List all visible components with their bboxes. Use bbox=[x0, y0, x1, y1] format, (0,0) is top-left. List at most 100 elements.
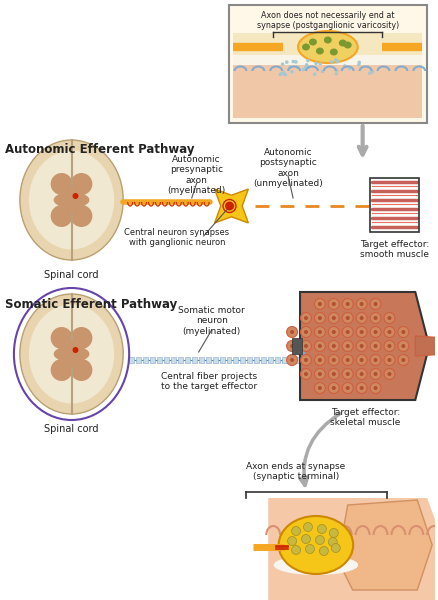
Circle shape bbox=[360, 372, 364, 376]
Circle shape bbox=[302, 68, 305, 71]
Circle shape bbox=[342, 340, 353, 352]
Ellipse shape bbox=[20, 294, 123, 414]
Circle shape bbox=[314, 62, 318, 65]
Circle shape bbox=[306, 59, 310, 62]
Circle shape bbox=[314, 368, 325, 379]
Circle shape bbox=[335, 68, 339, 72]
Bar bbox=[240, 357, 245, 363]
Bar bbox=[370, 178, 419, 232]
Polygon shape bbox=[338, 500, 432, 590]
Polygon shape bbox=[415, 336, 438, 356]
Ellipse shape bbox=[71, 359, 92, 381]
Circle shape bbox=[356, 355, 367, 365]
Circle shape bbox=[328, 340, 339, 352]
Text: Autonomic
postsynaptic
axon
(unmyelinated): Autonomic postsynaptic axon (unmyelinate… bbox=[253, 148, 323, 188]
Circle shape bbox=[304, 344, 308, 348]
Ellipse shape bbox=[316, 47, 324, 55]
Circle shape bbox=[370, 313, 381, 323]
Circle shape bbox=[292, 527, 300, 535]
Circle shape bbox=[368, 71, 371, 75]
Ellipse shape bbox=[71, 205, 92, 227]
Text: Target effector:
smooth muscle: Target effector: smooth muscle bbox=[360, 240, 429, 259]
Circle shape bbox=[370, 340, 381, 352]
Circle shape bbox=[371, 70, 374, 74]
Circle shape bbox=[304, 372, 308, 376]
Circle shape bbox=[292, 545, 300, 554]
Circle shape bbox=[332, 386, 336, 390]
Circle shape bbox=[388, 316, 392, 320]
Ellipse shape bbox=[339, 40, 347, 46]
Circle shape bbox=[283, 73, 286, 76]
Bar bbox=[219, 357, 225, 363]
Ellipse shape bbox=[279, 516, 353, 574]
Ellipse shape bbox=[51, 359, 73, 381]
Circle shape bbox=[332, 372, 336, 376]
Circle shape bbox=[332, 316, 336, 320]
Text: Axon ends at synapse
(synaptic terminal): Axon ends at synapse (synaptic terminal) bbox=[247, 462, 346, 481]
Circle shape bbox=[346, 330, 350, 334]
Circle shape bbox=[401, 358, 405, 362]
Circle shape bbox=[398, 355, 409, 365]
Circle shape bbox=[286, 340, 297, 352]
Circle shape bbox=[284, 73, 287, 77]
Circle shape bbox=[304, 66, 307, 70]
Circle shape bbox=[305, 545, 314, 553]
Circle shape bbox=[294, 60, 298, 64]
Ellipse shape bbox=[66, 332, 78, 376]
Ellipse shape bbox=[324, 37, 332, 43]
Text: Central fiber projects
to the target effector: Central fiber projects to the target eff… bbox=[161, 372, 257, 391]
Circle shape bbox=[360, 386, 364, 390]
Circle shape bbox=[300, 355, 311, 365]
Circle shape bbox=[285, 61, 289, 64]
Circle shape bbox=[360, 302, 364, 306]
Polygon shape bbox=[300, 292, 429, 400]
Circle shape bbox=[343, 64, 346, 68]
Circle shape bbox=[356, 368, 367, 379]
Text: Spinal cord: Spinal cord bbox=[44, 424, 99, 434]
Circle shape bbox=[374, 372, 378, 376]
Circle shape bbox=[360, 358, 364, 362]
Circle shape bbox=[329, 529, 338, 538]
Circle shape bbox=[307, 65, 310, 69]
Circle shape bbox=[306, 65, 310, 69]
Ellipse shape bbox=[53, 192, 89, 208]
Circle shape bbox=[332, 358, 336, 362]
Circle shape bbox=[318, 344, 322, 348]
Circle shape bbox=[346, 344, 350, 348]
Circle shape bbox=[334, 58, 338, 62]
Ellipse shape bbox=[71, 327, 92, 349]
Circle shape bbox=[374, 316, 378, 320]
Circle shape bbox=[300, 313, 311, 323]
Circle shape bbox=[290, 330, 294, 334]
Circle shape bbox=[370, 298, 381, 310]
Circle shape bbox=[374, 302, 378, 306]
Circle shape bbox=[318, 524, 326, 533]
Circle shape bbox=[370, 383, 381, 394]
Bar bbox=[192, 357, 197, 363]
Circle shape bbox=[342, 326, 353, 337]
Ellipse shape bbox=[274, 555, 358, 575]
Polygon shape bbox=[268, 498, 435, 600]
Circle shape bbox=[301, 535, 311, 544]
Bar bbox=[233, 357, 238, 363]
Circle shape bbox=[281, 62, 284, 66]
Circle shape bbox=[300, 340, 311, 352]
Circle shape bbox=[342, 383, 353, 394]
Circle shape bbox=[346, 386, 350, 390]
Circle shape bbox=[346, 372, 350, 376]
Circle shape bbox=[342, 313, 353, 323]
Circle shape bbox=[384, 355, 395, 365]
Ellipse shape bbox=[298, 31, 358, 63]
Circle shape bbox=[360, 316, 364, 320]
Circle shape bbox=[280, 72, 283, 76]
Circle shape bbox=[290, 344, 294, 348]
Bar bbox=[233, 33, 422, 61]
Polygon shape bbox=[215, 189, 248, 223]
Circle shape bbox=[290, 70, 294, 74]
Bar bbox=[226, 357, 232, 363]
Text: Target effector:
skeletal muscle: Target effector: skeletal muscle bbox=[330, 408, 401, 427]
Circle shape bbox=[282, 71, 286, 74]
Circle shape bbox=[73, 347, 78, 353]
Circle shape bbox=[328, 368, 339, 379]
Circle shape bbox=[346, 358, 350, 362]
